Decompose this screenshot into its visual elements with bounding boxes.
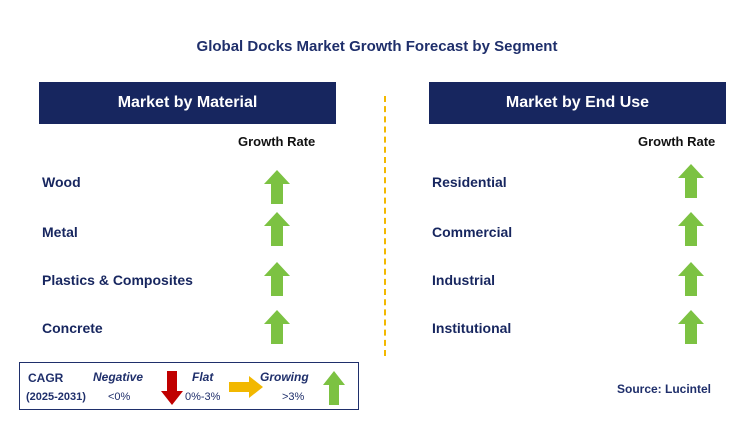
end-use-growth-rate-label: Growth Rate bbox=[638, 134, 716, 149]
material-panel-header: Market by Material bbox=[39, 82, 336, 124]
end-use-row-residential: Residential bbox=[432, 174, 507, 190]
material-row-metal: Metal bbox=[42, 224, 78, 240]
end-use-row-institutional: Institutional bbox=[432, 320, 512, 336]
growing-arrow-icon bbox=[264, 170, 290, 204]
growing-arrow-icon bbox=[264, 262, 290, 296]
growing-arrow-icon bbox=[264, 212, 290, 246]
legend-cagr-label: CAGR bbox=[28, 371, 64, 385]
legend-flat-value: 0%-3% bbox=[185, 391, 221, 403]
end-use-row-industrial: Industrial bbox=[432, 272, 496, 288]
material-row-plastics: Plastics & Composites bbox=[42, 272, 193, 288]
legend-years: (2025-2031) bbox=[26, 391, 86, 403]
material-row-concrete: Concrete bbox=[42, 320, 103, 336]
legend-growing-value: >3% bbox=[282, 391, 305, 403]
chart-title: Global Docks Market Growth Forecast by S… bbox=[196, 38, 558, 55]
source-note: Source: Lucintel bbox=[617, 382, 712, 396]
legend-negative-label: Negative bbox=[93, 370, 144, 384]
material-growth-rate-label: Growth Rate bbox=[238, 134, 316, 149]
growing-arrow-icon bbox=[678, 310, 704, 344]
legend-growing-label: Growing bbox=[260, 370, 309, 384]
growing-arrow-icon bbox=[678, 164, 704, 198]
end-use-panel-header: Market by End Use bbox=[429, 82, 726, 124]
growing-arrow-icon bbox=[323, 371, 345, 410]
cagr-legend: CAGR (2025-2031) Negative <0% Flat 0%-3%… bbox=[19, 362, 359, 410]
panel-divider bbox=[384, 96, 386, 356]
growing-arrow-icon bbox=[678, 212, 704, 246]
growing-arrow-icon bbox=[264, 310, 290, 344]
material-row-wood: Wood bbox=[42, 174, 81, 190]
flat-arrow-icon bbox=[229, 376, 263, 403]
negative-arrow-icon bbox=[161, 371, 183, 410]
growing-arrow-icon bbox=[678, 262, 704, 296]
legend-negative-value: <0% bbox=[108, 391, 131, 403]
legend-flat-label: Flat bbox=[192, 370, 214, 384]
end-use-row-commercial: Commercial bbox=[432, 224, 513, 240]
